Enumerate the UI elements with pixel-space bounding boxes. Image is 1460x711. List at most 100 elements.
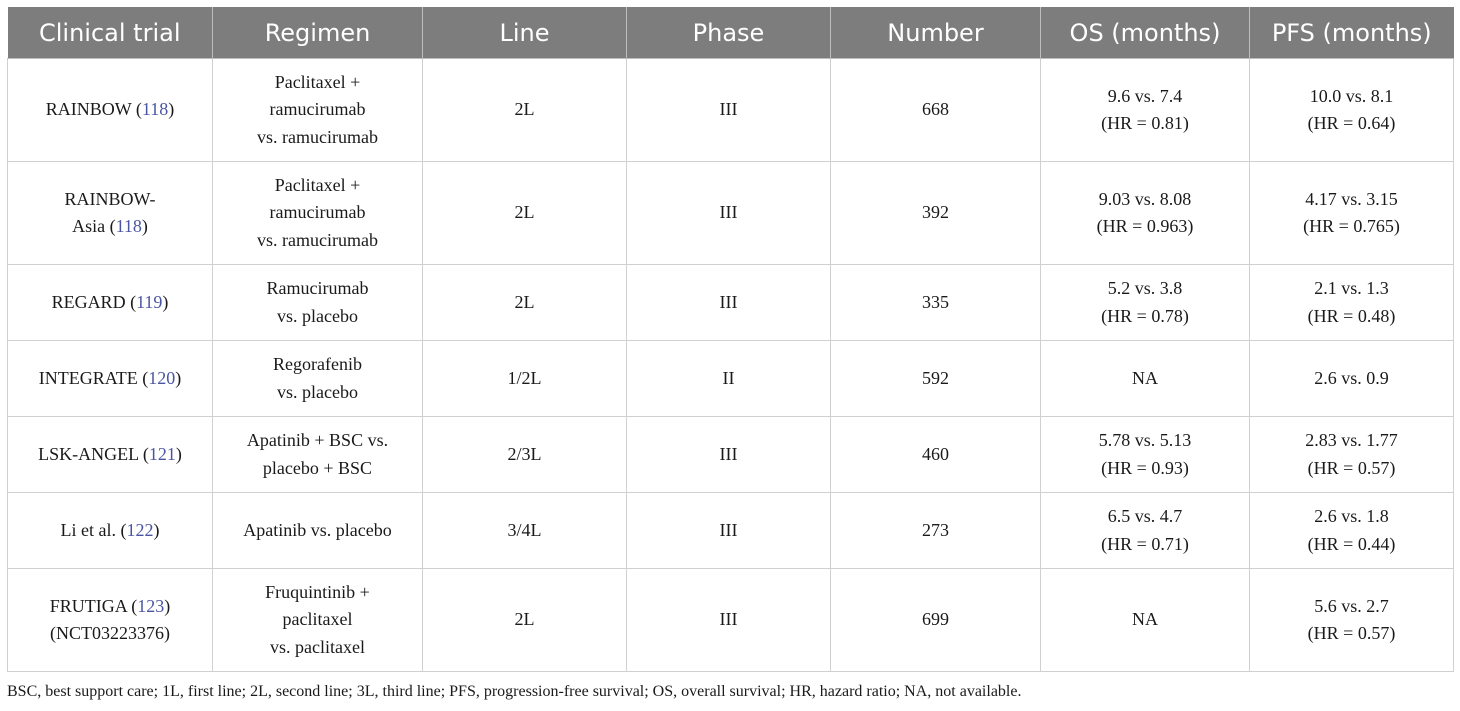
pfs-line: 2.83 vs. 1.77	[1305, 430, 1398, 450]
pfs-line: 10.0 vs. 8.1	[1309, 85, 1394, 106]
regimen-line: Paclitaxel +	[274, 71, 361, 92]
table-row: RAINBOW (118) Paclitaxel + ramucirumab vs. …	[7, 58, 1454, 162]
number-cell: 335	[830, 264, 1041, 341]
reference-link[interactable]: 119	[136, 291, 163, 312]
trial-name: Li et al.	[60, 519, 116, 540]
trial-name: REGARD	[51, 291, 126, 312]
reference-link[interactable]: 122	[126, 519, 154, 540]
os-line: (HR = 0.81)	[1101, 113, 1189, 133]
line-cell: 2/3L	[422, 416, 627, 493]
trial-cell: FRUTIGA (123) (NCT03223376)	[7, 568, 213, 672]
pfs-cell: 5.6 vs. 2.7 (HR = 0.57)	[1249, 568, 1454, 672]
pfs-line: (HR = 0.64)	[1307, 113, 1396, 133]
regimen-line: vs. ramucirumab	[257, 229, 378, 250]
trial-name: RAINBOW	[45, 99, 132, 120]
os-line: 6.5 vs. 4.7	[1107, 506, 1183, 526]
trial-name: Asia	[72, 216, 106, 236]
pfs-line: 4.17 vs. 3.15	[1305, 188, 1398, 209]
trial-name-line: RAINBOW (118)	[45, 99, 175, 120]
line-cell: 2L	[422, 161, 627, 265]
pfs-line: (HR = 0.48)	[1307, 305, 1396, 326]
pfs-line: 2.1 vs. 1.3	[1314, 278, 1389, 298]
line-cell: 2L	[422, 58, 627, 162]
regimen-line: ramucirumab	[269, 99, 366, 120]
table-row: RAINBOW- Asia (118) Paclitaxel + ramuciruma…	[7, 161, 1454, 265]
regimen-line: placebo + BSC	[262, 457, 373, 478]
reference-link[interactable]: 118	[141, 99, 169, 120]
table-row: INTEGRATE (120) Regorafenib vs. placebo 1/2…	[7, 340, 1454, 417]
reference-link[interactable]: 120	[148, 367, 176, 388]
regimen-cell: Apatinib + BSC vs. placebo + BSC	[212, 416, 423, 493]
regimen-cell: Paclitaxel + ramucirumab vs. ramucirumab	[212, 161, 423, 265]
regimen-cell: Fruquintinib + paclitaxel vs. paclitaxel	[212, 568, 423, 672]
clinical-trials-table: Clinical trial Regimen Line Phase Number…	[7, 7, 1454, 672]
os-line: 5.2 vs. 3.8	[1107, 278, 1183, 298]
pfs-cell: 2.83 vs. 1.77 (HR = 0.57)	[1249, 416, 1454, 493]
regimen-line: Regorafenib	[273, 354, 362, 374]
os-line: (HR = 0.93)	[1101, 457, 1189, 478]
trial-name: (NCT03223376)	[50, 623, 170, 643]
os-cell: NA	[1040, 568, 1250, 672]
phase-cell: III	[626, 264, 831, 341]
line-cell: 3/4L	[422, 492, 627, 569]
reference-link[interactable]: 118	[115, 216, 142, 236]
os-line: (HR = 0.71)	[1101, 533, 1189, 554]
regimen-cell: Ramucirumab vs. placebo	[212, 264, 423, 341]
pfs-cell: 2.6 vs. 1.8 (HR = 0.44)	[1249, 492, 1454, 569]
trial-cell: LSK-ANGEL (121)	[7, 416, 213, 493]
number-cell: 392	[830, 161, 1041, 265]
pfs-line: (HR = 0.57)	[1307, 623, 1396, 643]
reference-link[interactable]: 123	[137, 595, 165, 616]
phase-cell: III	[626, 161, 831, 265]
pfs-cell: 4.17 vs. 3.15 (HR = 0.765)	[1249, 161, 1454, 265]
regimen-line: vs. paclitaxel	[270, 636, 365, 657]
os-line: NA	[1132, 609, 1158, 630]
os-line: (HR = 0.963)	[1096, 216, 1194, 236]
pfs-line: (HR = 0.44)	[1307, 533, 1396, 554]
pfs-line: 2.6 vs. 1.8	[1314, 506, 1389, 526]
trial-name-line: LSK-ANGEL (121)	[38, 443, 182, 464]
phase-cell: III	[626, 416, 831, 493]
regimen-line: Apatinib + BSC vs.	[246, 430, 389, 450]
trial-name: FRUTIGA	[49, 595, 127, 616]
os-cell: 5.78 vs. 5.13 (HR = 0.93)	[1040, 416, 1250, 493]
pfs-cell: 10.0 vs. 8.1 (HR = 0.64)	[1249, 58, 1454, 162]
trial-name: INTEGRATE	[38, 367, 138, 388]
header-line: Line	[422, 7, 627, 59]
trial-name-line: REGARD (119)	[51, 291, 169, 312]
pfs-line: (HR = 0.765)	[1303, 216, 1400, 236]
header-regimen: Regimen	[212, 7, 423, 59]
number-cell: 668	[830, 58, 1041, 162]
trial-name-line: (NCT03223376)	[14, 620, 206, 648]
header-pfs: PFS (months)	[1249, 7, 1454, 59]
os-cell: 5.2 vs. 3.8 (HR = 0.78)	[1040, 264, 1250, 341]
os-line: 9.6 vs. 7.4	[1107, 85, 1183, 106]
line-cell: 2L	[422, 568, 627, 672]
regimen-line: paclitaxel	[282, 609, 353, 630]
table-header-row: Clinical trial Regimen Line Phase Number…	[7, 7, 1454, 59]
os-cell: 6.5 vs. 4.7 (HR = 0.71)	[1040, 492, 1250, 569]
number-cell: 592	[830, 340, 1041, 417]
regimen-cell: Paclitaxel + ramucirumab vs. ramucirumab	[212, 58, 423, 162]
regimen-line: Fruquintinib +	[265, 581, 370, 602]
trial-cell: RAINBOW- Asia (118)	[7, 161, 213, 265]
phase-cell: III	[626, 492, 831, 569]
trial-name-line: FRUTIGA (123)	[49, 595, 171, 616]
number-cell: 460	[830, 416, 1041, 493]
table-row: LSK-ANGEL (121) Apatinib + BSC vs. placebo…	[7, 416, 1454, 493]
pfs-cell: 2.6 vs. 0.9	[1249, 340, 1454, 417]
table-row: Li et al. (122) Apatinib vs. placebo 3/4L I…	[7, 492, 1454, 569]
pfs-cell: 2.1 vs. 1.3 (HR = 0.48)	[1249, 264, 1454, 341]
regimen-line: Ramucirumab	[266, 278, 369, 298]
reference-link[interactable]: 121	[148, 443, 176, 464]
phase-cell: III	[626, 58, 831, 162]
regimen-line: Apatinib vs. placebo	[243, 519, 392, 540]
os-cell: NA	[1040, 340, 1250, 417]
number-cell: 273	[830, 492, 1041, 569]
trial-cell: INTEGRATE (120)	[7, 340, 213, 417]
os-line: (HR = 0.78)	[1101, 305, 1189, 326]
trial-name: LSK-ANGEL	[38, 443, 139, 464]
table-row: REGARD (119) Ramucirumab vs. placebo 2L III 3…	[7, 264, 1454, 341]
os-cell: 9.6 vs. 7.4 (HR = 0.81)	[1040, 58, 1250, 162]
trials-table-container: Clinical trial Regimen Line Phase Number…	[7, 7, 1454, 672]
